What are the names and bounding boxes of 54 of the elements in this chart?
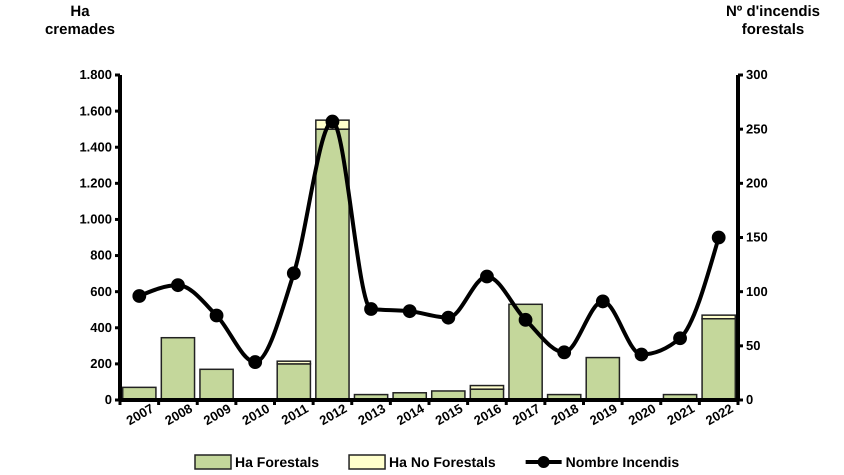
- point: [712, 230, 726, 244]
- x-tick-label: 2019: [587, 400, 620, 428]
- point: [557, 345, 572, 360]
- y-tick-label: 1.800: [79, 67, 112, 82]
- y-axis-title: Ha cremades: [44, 3, 116, 38]
- point: [634, 348, 648, 362]
- x-tick-label: 2011: [278, 400, 311, 428]
- x-tick-label: 2012: [316, 400, 350, 428]
- x-tick-label: 2007: [124, 400, 156, 428]
- x-tick-label: 2010: [240, 400, 272, 428]
- y2-tick-label: 50: [746, 338, 760, 353]
- legend-label: Nombre Incendis: [566, 454, 680, 470]
- x-tick-label: 2015: [432, 400, 466, 428]
- x-tick-label: 2022: [703, 400, 736, 428]
- y2-tick-label: 300: [746, 67, 768, 82]
- y-tick-label: 1.400: [79, 139, 112, 154]
- x-tick-label: 2008: [162, 400, 195, 428]
- y-tick-label: 200: [90, 356, 112, 372]
- point: [171, 278, 185, 292]
- y2-tick-label: 150: [746, 230, 768, 245]
- y2-tick-label: 0: [746, 392, 754, 408]
- x-tick-label: 2013: [355, 400, 388, 428]
- point: [248, 355, 262, 369]
- x-tick-label: 2021: [664, 400, 697, 428]
- x-tick-label: 2009: [200, 400, 234, 428]
- point: [441, 310, 456, 325]
- point: [210, 308, 224, 322]
- point: [286, 266, 301, 280]
- y-tick-label: 1.600: [79, 103, 112, 118]
- x-tick-label: 2017: [510, 400, 542, 428]
- y2-tick-label: 200: [746, 175, 768, 190]
- point: [518, 312, 532, 327]
- x-tick-label: 2018: [548, 400, 582, 428]
- point: [132, 289, 146, 303]
- x-tick-label: 2014: [394, 400, 428, 428]
- y-tick-label: 1.000: [79, 212, 112, 227]
- y-tick-label: 1.200: [79, 175, 112, 190]
- y2-tick-label: 250: [746, 121, 768, 136]
- point: [402, 304, 417, 318]
- point: [673, 331, 687, 346]
- legend-label: Ha No Forestals: [389, 454, 496, 470]
- x-tick-label: 2016: [471, 400, 504, 428]
- legend-label: Ha Forestals: [235, 454, 320, 470]
- y-tick-label: 0: [104, 392, 112, 408]
- point: [480, 270, 494, 284]
- y2-tick-label: 100: [746, 284, 768, 299]
- x-tick-label: 2020: [626, 400, 658, 428]
- point: [364, 302, 378, 316]
- point: [326, 114, 340, 128]
- y-tick-label: 600: [90, 284, 112, 299]
- y-tick-label: 400: [90, 320, 112, 335]
- y2-axis-title: Nº d'incendis forestals: [726, 3, 820, 38]
- y-tick-label: 800: [90, 248, 112, 263]
- point: [596, 294, 610, 308]
